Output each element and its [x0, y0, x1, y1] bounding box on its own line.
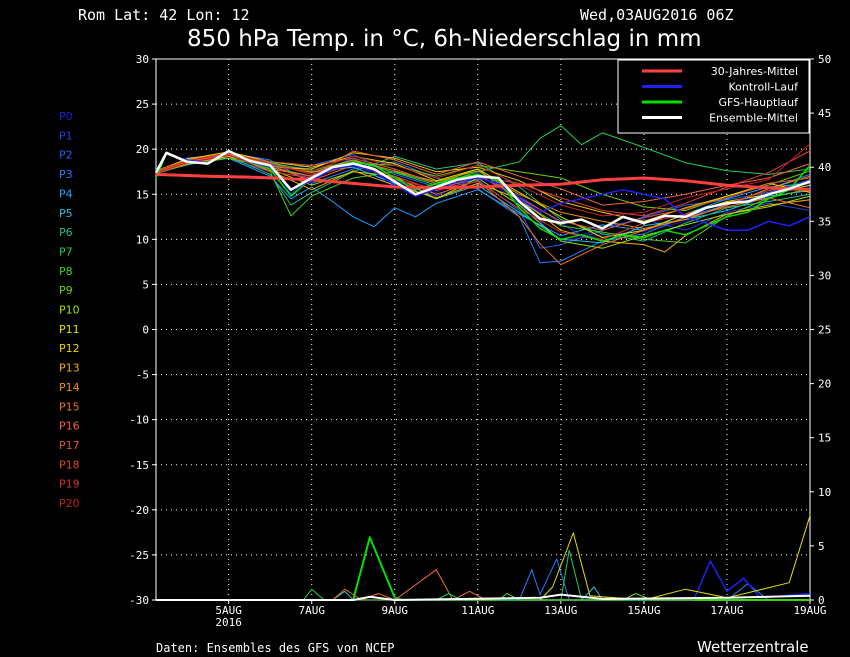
member-label: P18 [59, 458, 80, 471]
temp-line-ensemble-mittel [154, 149, 811, 230]
y-left-tick-label: -10 [129, 414, 149, 427]
x-tick-label: 5AUG [215, 604, 242, 617]
series-layer [154, 125, 811, 601]
member-label: P3 [59, 168, 73, 181]
footer-brand: Wetterzentrale [697, 638, 809, 656]
member-label: P1 [59, 129, 73, 142]
chart-title: 850 hPa Temp. in °C, 6h-Niederschlag in … [187, 26, 702, 52]
y-left-tick-label: 10 [136, 233, 149, 246]
y-right-tick-label: 0 [818, 594, 825, 607]
member-label: P11 [59, 323, 80, 336]
y-right-tick-label: 35 [818, 215, 831, 228]
legend-label: GFS-Hauptlauf [718, 96, 799, 109]
x-tick-sublabel: 2016 [215, 616, 242, 629]
member-labels: P0 P1 P2 P3 P4 P5 P6 P7 P8 P9 P10 P11 P12 P13 P14 P15 P1… [59, 110, 80, 510]
member-label: P10 [59, 304, 80, 317]
member-label: P2 [59, 149, 73, 162]
member-label: P6 [59, 226, 73, 239]
left-axis-ticks: 30 25 20 15 10 5 0 -5 -10 -15 -20 -25 -30 [129, 53, 156, 607]
member-label: P19 [59, 478, 80, 491]
location-label: Rom Lat: 42 Lon: 12 [78, 6, 250, 24]
legend: 30-Jahres-Mittel Kontroll-Lauf GFS-Hauptla… [617, 59, 810, 134]
y-right-tick-label: 40 [818, 161, 831, 174]
y-right-tick-label: 50 [818, 53, 831, 66]
y-left-tick-label: 5 [142, 278, 149, 291]
member-label: P15 [59, 400, 80, 413]
x-tick-label: 17AUG [710, 604, 743, 617]
legend-label: Kontroll-Lauf [729, 81, 800, 94]
y-left-tick-label: 15 [136, 188, 149, 201]
precip-line-p3 [156, 558, 810, 601]
y-right-tick-label: 45 [818, 107, 831, 120]
y-left-tick-label: -20 [129, 504, 149, 517]
y-right-tick-label: 20 [818, 378, 831, 391]
y-left-tick-label: 25 [136, 98, 149, 111]
y-left-tick-label: -30 [129, 594, 149, 607]
y-left-tick-label: 20 [136, 143, 149, 156]
x-tick-label: 9AUG [382, 604, 409, 617]
x-tick-label: 15AUG [627, 604, 660, 617]
member-label: P14 [59, 381, 80, 394]
y-right-tick-label: 10 [818, 486, 831, 499]
member-label: P13 [59, 362, 80, 375]
x-tick-label: 11AUG [461, 604, 494, 617]
temp-line-p7 [155, 125, 811, 186]
member-label: P12 [59, 342, 80, 355]
member-label: P9 [59, 284, 73, 297]
y-left-tick-label: -25 [129, 549, 149, 562]
member-label: P0 [59, 110, 73, 123]
y-left-tick-label: -15 [129, 459, 149, 472]
y-right-tick-label: 30 [818, 269, 831, 282]
footer-source: Daten: Ensembles des GFS von NCEP [156, 641, 394, 655]
y-left-tick-label: -5 [136, 369, 149, 382]
x-tick-label: 7AUG [298, 604, 325, 617]
legend-label: Ensemble-Mittel [709, 112, 798, 125]
member-label: P17 [59, 439, 80, 452]
member-label: P5 [59, 207, 73, 220]
y-left-tick-label: 30 [136, 53, 149, 66]
member-label: P8 [59, 265, 73, 278]
y-left-tick-label: 0 [142, 324, 149, 337]
precip-line-p7 [156, 549, 810, 601]
legend-label: 30-Jahres-Mittel [711, 65, 798, 78]
temp-line-p6 [155, 155, 811, 242]
member-label: P20 [59, 497, 80, 510]
x-tick-label: 13AUG [544, 604, 577, 617]
y-right-tick-label: 5 [818, 540, 825, 553]
member-label: P4 [59, 187, 73, 200]
precip-line-ensemble-mittel [156, 593, 811, 601]
member-label: P16 [59, 420, 80, 433]
member-label: P7 [59, 245, 73, 258]
run-time-label: Wed,03AUG2016 06Z [580, 6, 734, 24]
x-tick-label: 19AUG [793, 604, 826, 617]
y-right-tick-label: 25 [818, 324, 831, 337]
y-right-tick-label: 15 [818, 432, 831, 445]
